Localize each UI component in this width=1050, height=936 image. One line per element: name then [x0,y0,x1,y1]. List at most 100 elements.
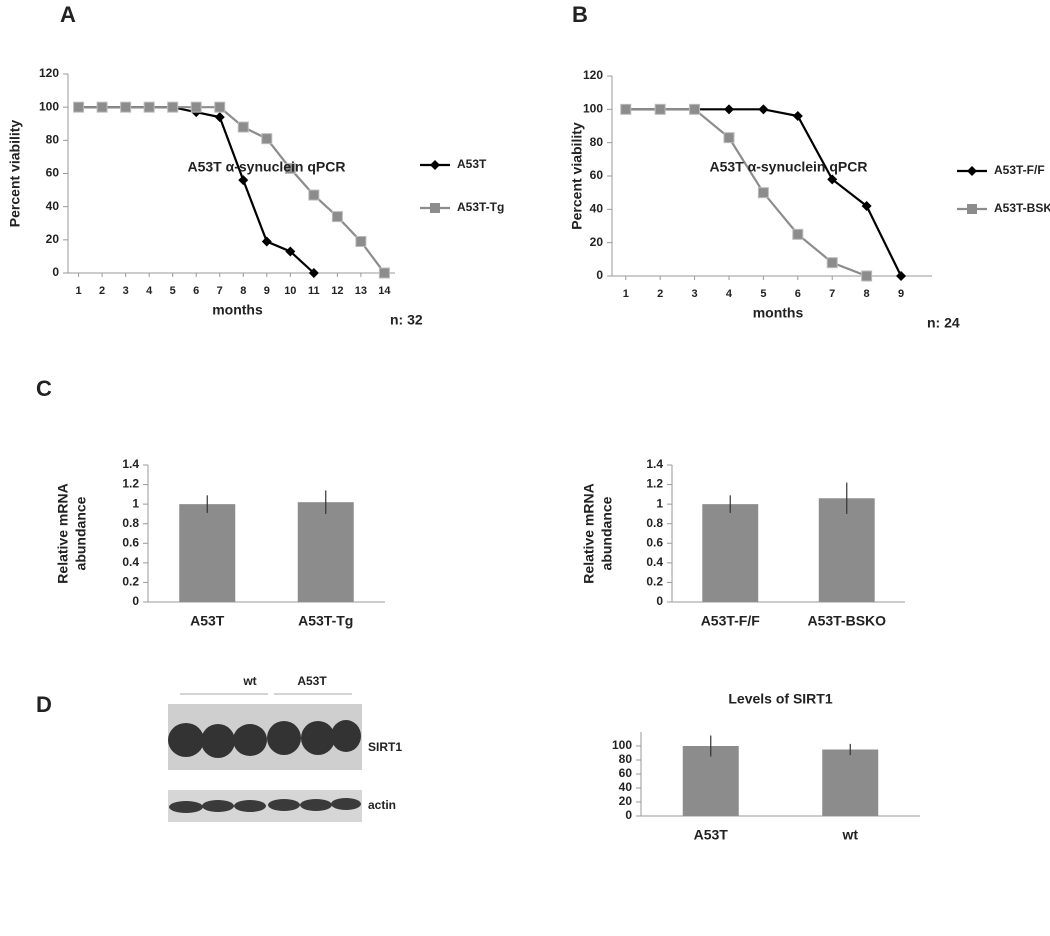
bar [682,746,739,816]
x-tick-label: A53T-Tg [298,613,353,629]
bar [297,502,354,602]
x-tick-label: 9 [264,285,270,297]
x-tick-label: 7 [829,288,835,300]
marker [654,103,666,115]
panel-label: D [36,692,52,717]
x-tick-label: 8 [240,285,246,297]
x-tick-label: A53T [190,613,225,629]
legend-label: A53T-Tg [457,200,504,214]
x-tick-label: 10 [284,285,296,297]
band-label: actin [368,798,396,812]
y-axis-label: abundance [599,496,615,570]
y-tick-label: 80 [619,752,633,766]
bar [702,504,759,602]
band-label: SIRT1 [368,740,402,754]
y-tick-label: 60 [619,766,633,780]
marker [689,103,701,115]
legend-label: A53T [457,157,487,171]
chart-title: A53T α-synuclein qPCR [710,159,868,175]
annotation: n: 24 [927,315,960,331]
x-tick-label: 13 [355,285,367,297]
legend-marker [430,203,440,213]
y-tick-label: 40 [619,780,633,794]
marker [826,257,838,269]
marker [723,132,735,144]
y-tick-label: 0.6 [122,535,139,549]
bar [822,749,879,816]
marker [261,236,272,247]
y-tick-label: 100 [39,99,59,113]
marker [308,268,319,278]
x-tick-label: 8 [864,288,870,300]
bar [179,504,236,602]
x-tick-label: 6 [193,285,199,297]
legend-marker [430,160,440,170]
marker [758,104,769,115]
x-tick-label: 14 [378,285,391,297]
marker [143,101,155,113]
panel-label: A [60,2,76,27]
bands [169,798,361,813]
marker [757,187,769,199]
marker [896,271,907,281]
marker [190,101,202,113]
y-tick-label: 1 [132,496,139,510]
y-tick-label: 1.4 [122,457,139,471]
marker [331,211,343,223]
y-tick-label: 0 [596,268,603,282]
x-tick-label: 6 [795,288,801,300]
y-tick-label: 0.4 [122,555,139,569]
series-line [78,106,386,274]
y-tick-label: 0.2 [122,575,139,589]
x-tick-label: wt [841,827,858,843]
y-tick-label: 100 [583,102,603,116]
x-tick-label: 11 [308,285,320,297]
marker [620,103,632,115]
y-tick-label: 20 [46,232,60,246]
y-tick-label: 20 [619,794,633,808]
y-tick-label: 0 [52,265,59,279]
y-axis-label: Percent viability [569,122,585,230]
y-axis-label: Relative mRNA [581,483,597,583]
bar [818,498,875,602]
x-tick-label: 5 [760,288,766,300]
y-tick-label: 1 [656,496,663,510]
series-line [78,106,315,274]
marker [861,201,872,211]
legend-marker [967,204,977,214]
chart: 0 20 40 60 80 100 120 Percent viability 1 2 3 4 5 6 7 8… [569,68,1050,331]
panel-label: C [36,376,52,401]
x-tick-label: 3 [123,285,129,297]
marker [261,133,273,145]
chart-title: A53T α-synuclein qPCR [188,159,346,175]
y-tick-label: 0 [656,594,663,608]
blot-group: A53T [297,674,327,688]
y-tick-label: 40 [590,202,604,216]
y-axis-label: Percent viability [7,120,23,228]
y-tick-label: 120 [39,66,59,80]
marker [214,112,225,123]
y-tick-label: 20 [590,235,604,249]
blot-group: wt [242,674,256,688]
y-tick-label: 80 [46,133,60,147]
x-tick-label: 9 [898,288,904,300]
y-tick-label: 120 [583,68,603,82]
x-tick-label: A53T-F/F [701,613,761,629]
x-tick-label: 5 [170,285,176,297]
marker [723,104,734,115]
annotation: n: 32 [390,312,423,328]
marker [792,228,804,240]
y-axis-label: abundance [73,496,89,570]
x-tick-label: 7 [217,285,223,297]
legend-label: A53T-F/F [994,163,1045,177]
marker [827,174,838,185]
legend-label: A53T-BSKO [994,201,1050,215]
y-tick-label: 0 [625,808,632,822]
x-axis-label: months [753,305,804,321]
y-tick-label: 0.8 [122,516,139,530]
x-axis-label: months [212,302,263,318]
y-tick-label: 100 [612,738,632,752]
y-tick-label: 0.4 [646,555,663,569]
marker [861,270,873,282]
x-tick-label: 2 [657,288,663,300]
